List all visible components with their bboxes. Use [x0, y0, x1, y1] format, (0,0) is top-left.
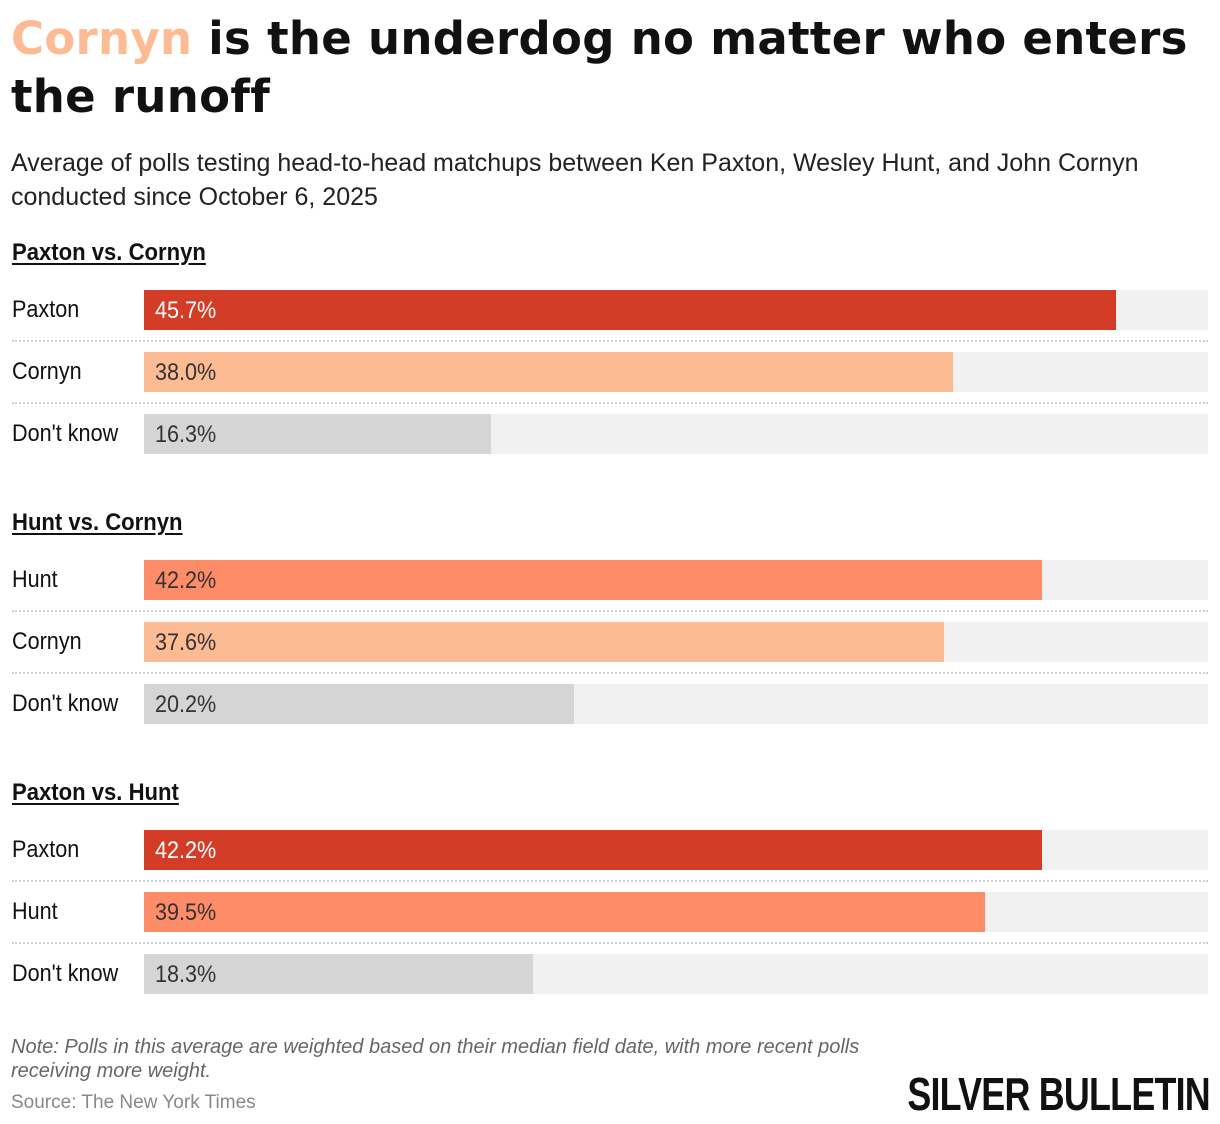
bar-track: 18.3% [144, 954, 1208, 994]
row-divider [12, 402, 1208, 404]
bar-value-label: 45.7% [155, 297, 217, 324]
row-divider [12, 942, 1208, 944]
bar [144, 954, 534, 994]
chart-source: Source: The New York Times [11, 1092, 256, 1113]
row-label: Cornyn [12, 358, 82, 385]
bar [144, 290, 1117, 330]
title-rest: is the underdog no matter who enters the… [11, 12, 1188, 123]
bar-value-label: 42.2% [155, 837, 217, 864]
bar-track: 38.0% [144, 352, 1208, 392]
bar-track: 16.3% [144, 414, 1208, 454]
bar-track: 42.2% [144, 830, 1208, 870]
bar-value-label: 16.3% [155, 421, 217, 448]
row-label: Don't know [12, 420, 119, 447]
group-title: Hunt vs. Cornyn [12, 509, 183, 536]
bar [144, 892, 985, 932]
bar-track: 42.2% [144, 560, 1208, 600]
group-title: Paxton vs. Cornyn [12, 239, 206, 266]
bar [144, 830, 1043, 870]
bar-value-label: 20.2% [155, 691, 217, 718]
bar-value-label: 18.3% [155, 961, 217, 988]
bar-value-label: 37.6% [155, 629, 217, 656]
chart-title: Cornyn is the underdog no matter who ent… [11, 10, 1216, 126]
bar [144, 684, 574, 724]
bar-value-label: 39.5% [155, 899, 217, 926]
row-label: Don't know [12, 960, 119, 987]
row-label: Hunt [12, 566, 58, 593]
bar-track: 39.5% [144, 892, 1208, 932]
silver-bulletin-logo: SILVER BULLETIN [907, 1068, 1210, 1120]
chart-note: Note: Polls in this average are weighted… [11, 1036, 860, 1082]
bar-track: 45.7% [144, 290, 1208, 330]
bar [144, 622, 945, 662]
row-label: Paxton [12, 836, 80, 863]
row-label: Cornyn [12, 628, 82, 655]
row-label: Paxton [12, 296, 80, 323]
bar-track: 37.6% [144, 622, 1208, 662]
bar [144, 414, 491, 454]
chart-subtitle: Average of polls testing head-to-head ma… [11, 149, 1139, 211]
row-label: Hunt [12, 898, 58, 925]
row-divider [12, 340, 1208, 342]
group-title: Paxton vs. Hunt [12, 779, 179, 806]
bar-value-label: 38.0% [155, 359, 217, 386]
row-divider [12, 610, 1208, 612]
title-accent: Cornyn [11, 12, 193, 65]
row-divider [12, 880, 1208, 882]
bar-value-label: 42.2% [155, 567, 217, 594]
row-label: Don't know [12, 690, 119, 717]
bar [144, 560, 1043, 600]
bar [144, 352, 953, 392]
bar-track: 20.2% [144, 684, 1208, 724]
row-divider [12, 672, 1208, 674]
